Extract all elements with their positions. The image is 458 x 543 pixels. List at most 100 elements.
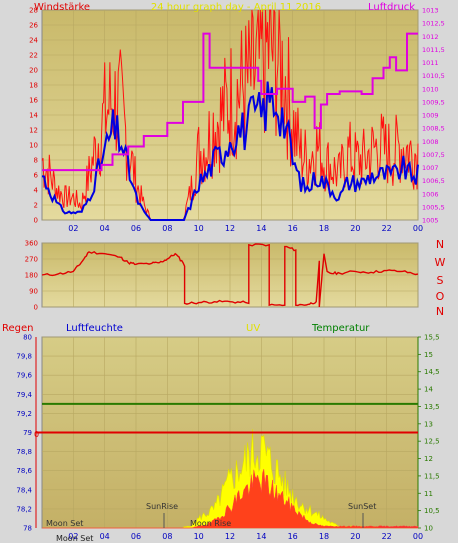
- compass-n-bottom: N: [436, 305, 444, 318]
- temperature-y-tick-label: 12: [424, 455, 433, 463]
- humidity-y-tick-label: 79,6: [16, 372, 32, 380]
- pressure-y-tick-label: 1009: [422, 112, 439, 120]
- direction-line: [41, 243, 419, 308]
- temperature-label: Temperatur: [311, 323, 370, 334]
- wind-y-tick-label: 18: [29, 82, 38, 90]
- wind-gust-line: [41, 9, 419, 221]
- pressure-y-tick-label: 1008: [422, 138, 439, 146]
- wind-x-tick-label: 08: [162, 224, 172, 233]
- climate-x-tick-label: 16: [288, 532, 298, 541]
- temperature-y-tick-label: 11: [424, 490, 433, 498]
- climate-x-tick-label: 22: [382, 532, 392, 541]
- humidity-y-tick-label: 79,4: [16, 391, 32, 399]
- wind-x-tick-label: 00: [413, 224, 423, 233]
- wind-y-tick-label: 20: [29, 67, 38, 75]
- moonrise-label: Moon Rise: [190, 519, 231, 528]
- humidity-y-tick-label: 78,8: [16, 448, 32, 456]
- direction-y-tick-label: 180: [25, 272, 38, 280]
- compass-o: O: [436, 290, 445, 303]
- sunset-label: SunSet: [348, 502, 376, 511]
- wind-x-tick-label: 20: [350, 224, 360, 233]
- rain-label: Regen: [2, 323, 34, 334]
- temperature-y-tick-label: 12,5: [424, 438, 440, 446]
- wind-y-tick-label: 10: [29, 142, 38, 150]
- climate-x-tick-label: 08: [162, 532, 172, 541]
- climate-series: [36, 402, 419, 529]
- humidity-y-tick-label: 79: [23, 429, 32, 437]
- wind-y-tick-label: 12: [29, 127, 38, 135]
- temperature-y-tick-label: 11,5: [424, 472, 440, 480]
- climate-x-tick-label: 00: [413, 532, 423, 541]
- pressure-label: Luftdruck: [368, 2, 415, 13]
- pressure-y-tick-label: 1010,5: [422, 72, 445, 80]
- wind-y-tick-label: 26: [29, 22, 38, 30]
- wind-x-tick-label: 22: [382, 224, 392, 233]
- temperature-y-tick-label: 15: [424, 351, 433, 359]
- wind-x-tick-label: 06: [131, 224, 141, 233]
- wind-average-line: [41, 81, 419, 221]
- pressure-y-tick-label: 1011,5: [422, 46, 445, 54]
- moonset-label: Moon Set: [46, 519, 83, 528]
- wind-y-tick-label: 14: [29, 112, 38, 120]
- sunrise-label: SunRise: [146, 502, 178, 511]
- wind-y-tick-label: 6: [34, 172, 39, 180]
- pressure-y-tick-label: 1012,5: [422, 20, 445, 28]
- wind-x-tick-label: 04: [100, 224, 110, 233]
- wind-y-tick-label: 2: [34, 202, 38, 210]
- humidity-y-tick-label: 79,2: [16, 410, 32, 418]
- wind-x-tick-label: 10: [194, 224, 204, 233]
- direction-y-tick-label: 360: [25, 240, 38, 248]
- pressure-y-tick-label: 1009,5: [422, 98, 445, 106]
- pressure-y-tick-label: 1006: [422, 190, 439, 198]
- pressure-y-tick-label: 1011: [422, 59, 439, 67]
- wind-x-tick-label: 14: [256, 224, 266, 233]
- humidity-y-tick-label: 78,2: [16, 505, 32, 513]
- climate-x-tick-label: 02: [68, 532, 78, 541]
- wind-y-tick-label: 0: [34, 217, 38, 225]
- pressure-line: [42, 32, 418, 172]
- climate-x-tick-label: 04: [100, 532, 110, 541]
- compass-s: S: [437, 274, 444, 287]
- axis-ticks: 024681012141618202224262810051005,510061…: [16, 7, 444, 542]
- climate-x-tick-label: 06: [131, 532, 141, 541]
- temperature-y-tick-label: 15,5: [424, 334, 440, 342]
- wind-x-tick-label: 16: [288, 224, 298, 233]
- wind-x-tick-label: 18: [319, 224, 329, 233]
- temperature-area: [42, 468, 419, 529]
- wind-y-tick-label: 28: [29, 7, 38, 15]
- pressure-y-tick-label: 1006,5: [422, 177, 445, 185]
- temperature-y-tick-label: 13,5: [424, 403, 440, 411]
- chart-title: 24 hour graph day - April 11 2016: [151, 2, 321, 13]
- climate-x-tick-label: 14: [256, 532, 266, 541]
- rain-zero-label: 0: [34, 430, 39, 439]
- compass-n-top: N: [436, 238, 444, 251]
- pressure-y-tick-label: 1007: [422, 164, 439, 172]
- pressure-y-tick-label: 1005,5: [422, 203, 445, 211]
- humidity-y-tick-label: 80: [23, 334, 32, 342]
- wind-y-tick-label: 16: [29, 97, 38, 105]
- humidity-y-tick-label: 78,4: [16, 486, 32, 494]
- humidity-y-tick-label: 78: [23, 525, 32, 533]
- pressure-y-tick-label: 1007,5: [422, 151, 445, 159]
- humidity-y-tick-label: 78,6: [16, 467, 32, 475]
- pressure-y-tick-label: 1010: [422, 85, 439, 93]
- temperature-y-tick-label: 14,5: [424, 368, 440, 376]
- pressure-y-tick-label: 1013: [422, 7, 439, 15]
- climate-x-tick-label: 10: [194, 532, 204, 541]
- direction-y-tick-label: 270: [25, 256, 38, 264]
- wind-x-tick-label: 12: [225, 224, 235, 233]
- humidity-y-tick-label: 79,8: [16, 353, 32, 361]
- wind-series: [41, 9, 419, 221]
- temperature-y-tick-label: 14: [424, 386, 433, 394]
- wind-y-tick-label: 4: [34, 187, 39, 195]
- pressure-y-tick-label: 1005: [422, 217, 439, 225]
- moonset-axis-label: Moon Set: [56, 534, 93, 543]
- wind-y-tick-label: 8: [34, 157, 38, 165]
- direction-grid: [42, 242, 419, 308]
- wind-y-tick-label: 22: [29, 52, 38, 60]
- wind-label: Windstärke: [34, 2, 90, 13]
- direction-series: [41, 243, 419, 308]
- direction-y-tick-label: 90: [29, 288, 38, 296]
